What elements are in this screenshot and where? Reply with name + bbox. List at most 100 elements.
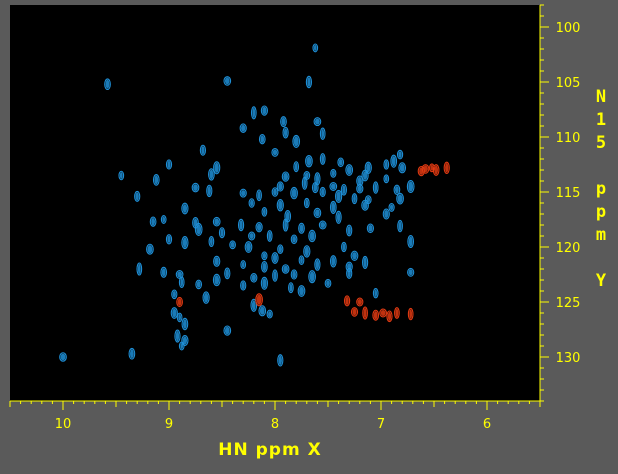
positive-peak (335, 189, 343, 203)
positive-peak (261, 260, 268, 273)
positive-peak (319, 186, 326, 198)
negative-peak (350, 307, 359, 317)
positive-peak (337, 157, 345, 168)
positive-peak (218, 227, 226, 239)
positive-peak (312, 43, 319, 53)
positive-peak (171, 289, 178, 300)
positive-peak (280, 116, 287, 128)
positive-peak (212, 216, 221, 227)
positive-peak (208, 168, 215, 181)
negative-peak (176, 296, 183, 308)
positive-peak (250, 106, 257, 120)
positive-peak (282, 126, 289, 139)
positive-peak (297, 285, 306, 297)
x-tick-label: 7 (377, 417, 385, 432)
negative-peak (356, 297, 364, 307)
positive-peak (324, 278, 332, 288)
positive-peak (248, 231, 256, 241)
positive-peak (181, 317, 189, 331)
positive-peak (372, 288, 379, 299)
positive-peak (239, 188, 247, 198)
positive-peak (313, 117, 322, 127)
negative-peak (343, 295, 351, 307)
negative-peak (255, 293, 263, 307)
positive-peak (258, 134, 266, 145)
positive-peak (266, 230, 273, 242)
positive-peak (202, 291, 210, 304)
positive-peak (281, 264, 290, 274)
positive-peak (118, 170, 125, 181)
positive-peak (260, 276, 269, 290)
positive-peak (398, 162, 407, 174)
positive-peak (223, 325, 232, 336)
positive-peak (301, 176, 308, 190)
positive-peak (229, 240, 236, 250)
positive-peak (181, 236, 189, 250)
positive-peak (281, 171, 290, 182)
positive-peak (351, 193, 358, 205)
positive-peak (149, 216, 157, 227)
positive-peak (255, 222, 263, 233)
y-tick-label: 100 (556, 21, 581, 36)
positive-peak (212, 273, 221, 287)
y-tick-label: 110 (556, 131, 581, 146)
positive-peak (223, 76, 232, 86)
positive-peak (199, 144, 207, 156)
positive-peak (290, 186, 298, 200)
positive-peak (104, 78, 111, 91)
positive-peak (239, 123, 247, 133)
positive-peak (303, 245, 311, 258)
positive-peak (195, 279, 203, 290)
positive-peak (298, 255, 305, 266)
y-tick-label: 115 (556, 186, 581, 201)
positive-peak (340, 183, 348, 196)
positive-peak (170, 307, 178, 319)
positive-peak (366, 223, 375, 234)
positive-peak (341, 241, 347, 253)
positive-peak (329, 182, 338, 191)
positive-peak (308, 270, 316, 284)
positive-peak (134, 190, 141, 202)
negative-peak (372, 309, 380, 321)
positive-peak (305, 75, 313, 89)
positive-peak (350, 250, 359, 261)
positive-peak (290, 234, 298, 245)
positive-peak (213, 161, 221, 175)
positive-peak (406, 179, 415, 194)
y-axis: 100 105 110 115 120 125 130 (539, 4, 581, 402)
positive-peak (329, 200, 337, 214)
x-tick-label: 9 (165, 417, 173, 432)
positive-peak (330, 168, 337, 178)
x-axis: 10 9 8 7 6 (9, 400, 541, 432)
x-tick-label: 8 (271, 417, 279, 432)
positive-peak (213, 255, 221, 267)
positive-peak (248, 198, 255, 208)
positive-peak (208, 236, 215, 248)
positive-peak (250, 272, 258, 283)
positive-peak (260, 105, 269, 116)
negative-peak (443, 161, 450, 175)
positive-peak (313, 207, 322, 219)
positive-peak (318, 220, 327, 230)
y-tick-label: 105 (556, 76, 581, 91)
negative-peak (429, 163, 435, 173)
positive-peak (237, 218, 245, 232)
peak-layer (59, 43, 450, 367)
positive-peak (388, 202, 395, 212)
positive-peak (146, 243, 154, 255)
positive-peak (181, 202, 189, 215)
positive-peak (181, 334, 189, 346)
positive-peak (397, 219, 403, 233)
positive-peak (191, 182, 200, 193)
positive-peak (361, 199, 369, 211)
positive-peak (224, 267, 231, 280)
positive-peak (176, 312, 183, 323)
positive-peak (393, 184, 401, 195)
positive-peak (292, 134, 301, 148)
positive-peak (160, 215, 167, 224)
positive-peak (407, 267, 415, 277)
positive-peak (174, 329, 181, 343)
